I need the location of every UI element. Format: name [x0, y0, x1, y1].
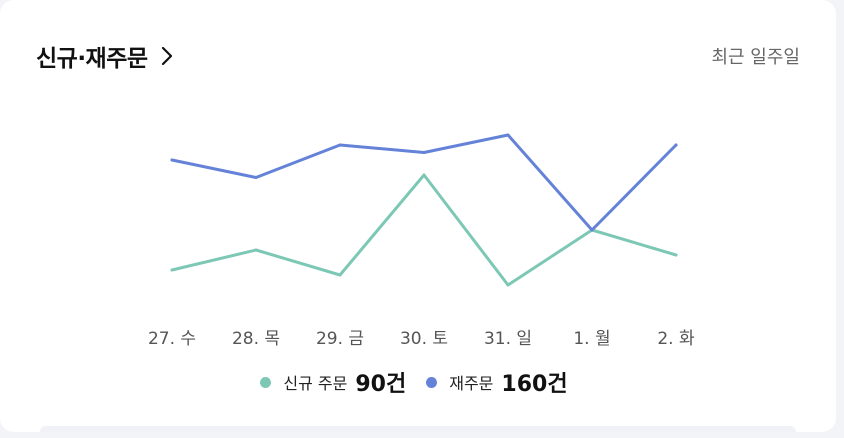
card-title: 신규·재주문 [36, 46, 148, 72]
period-selector[interactable]: 최근 일주일 [711, 47, 800, 68]
orders-card: 신규·재주문 최근 일주일 27. 수 28. 목 29. 금 30. 토 31. 일 1… [0, 0, 836, 432]
title-link[interactable]: 신규·재주문 [36, 39, 174, 73]
data-point-reorder[interactable] [254, 176, 258, 179]
legend-dot-reorder [426, 376, 438, 388]
next-card-edge [40, 426, 796, 432]
data-point-reorder[interactable] [170, 158, 174, 162]
line-chart [170, 133, 678, 287]
data-point-new[interactable] [674, 253, 678, 257]
data-point-reorder[interactable] [422, 151, 426, 154]
data-point-new[interactable] [170, 268, 174, 272]
legend-item-reorder: 재주문 160건 [426, 366, 568, 398]
legend-dot-new [260, 376, 272, 388]
x-tick-label: 28. 목 [231, 329, 281, 349]
data-point-reorder[interactable] [674, 143, 678, 147]
legend-label-new: 신규 주문 [283, 374, 348, 393]
data-point-reorder[interactable] [338, 143, 342, 147]
series-line-reorder [170, 133, 678, 232]
chevron-right-icon [161, 46, 172, 66]
legend-value-reorder: 160건 [501, 372, 568, 397]
x-tick-label: 2. 화 [657, 329, 695, 349]
series-line-new [170, 173, 678, 287]
x-tick-label: 27. 수 [147, 329, 197, 349]
data-point-new[interactable] [422, 173, 426, 177]
data-point-reorder[interactable] [590, 228, 594, 232]
data-point-reorder[interactable] [506, 133, 510, 137]
x-tick-label: 30. 토 [399, 329, 449, 349]
data-point-new[interactable] [506, 283, 510, 287]
data-point-new[interactable] [338, 273, 342, 277]
x-tick-label: 31. 일 [483, 329, 533, 349]
legend-label-reorder: 재주문 [449, 374, 494, 393]
legend-item-new: 신규 주문 90건 [260, 366, 406, 398]
x-tick-label: 29. 금 [315, 329, 365, 349]
data-point-new[interactable] [254, 248, 258, 252]
x-tick-label: 1. 월 [573, 329, 611, 349]
legend-value-new: 90건 [355, 372, 407, 397]
chart-legend: 신규 주문 90건 재주문 160건 [0, 366, 828, 398]
card-header: 신규·재주문 최근 일주일 [36, 36, 800, 76]
